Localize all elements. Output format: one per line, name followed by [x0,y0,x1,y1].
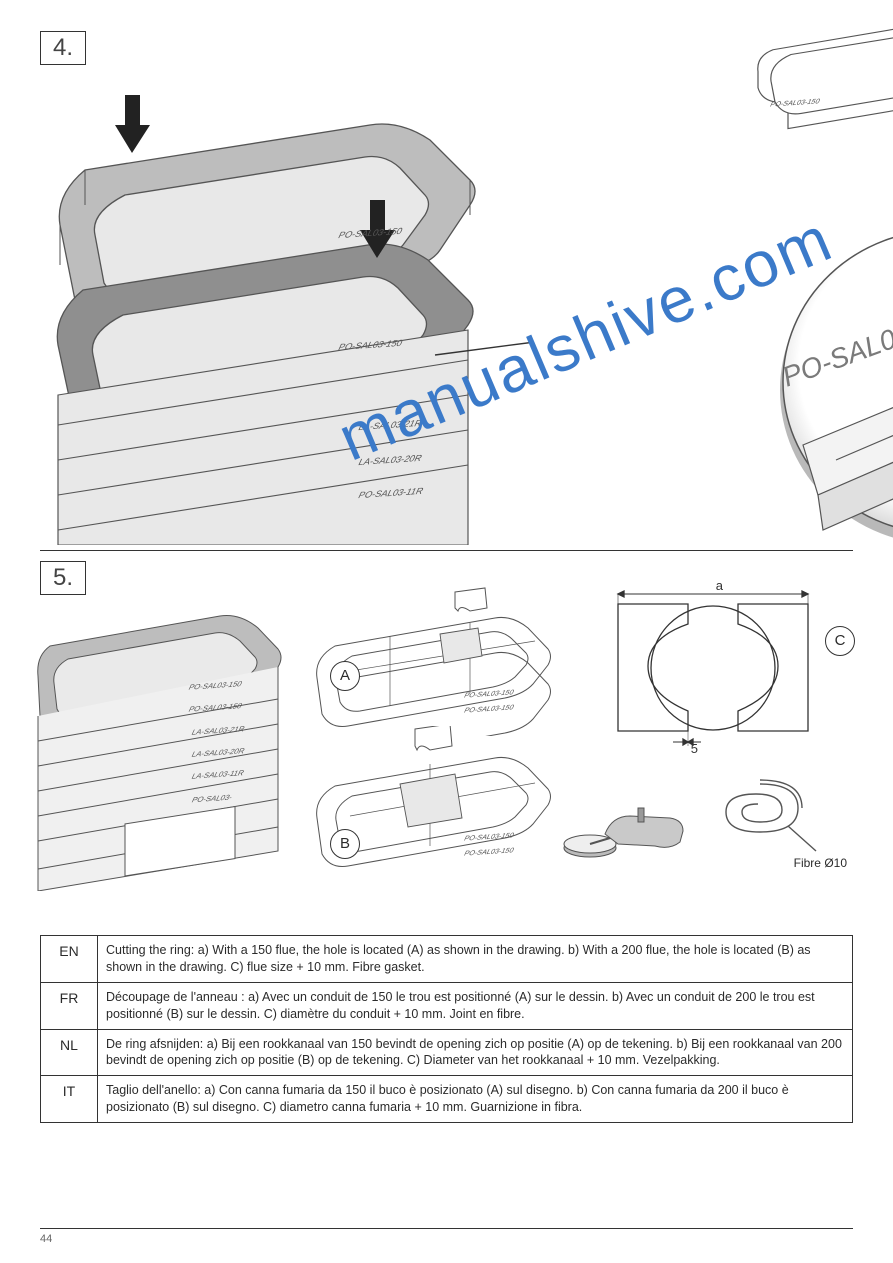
step5-stack [30,591,290,891]
table-row: IT Taglio dell'anello: a) Con canna fuma… [41,1076,853,1123]
lang-cell: NL [41,1029,98,1076]
table-row: FR Découpage de l'anneau : a) Avec un co… [41,982,853,1029]
lang-code: FR [60,990,79,1006]
step5-dimension-drawing [593,586,833,746]
fibre-label: Fibre Ø10 [794,856,847,870]
circle-b: B [330,829,360,859]
circle-a: A [330,661,360,691]
circle-c: C [825,626,855,656]
instruction-table: EN Cutting the ring: a) With a 150 flue,… [40,935,853,1123]
page-footer: 44 [40,1228,853,1245]
text-cell: Cutting the ring: a) With a 150 flue, th… [98,936,853,983]
angle-grinder-icon [560,776,690,876]
lang-cell: IT [41,1076,98,1123]
footer-page-number: 44 [40,1233,52,1245]
lang-code: NL [60,1037,78,1053]
lang-cell: EN [41,936,98,983]
dim-top-label: a [716,578,723,593]
step4-main-illustration [30,65,530,545]
dim-bottom-label: 5 [691,741,698,756]
step-5-tag: 5. [40,561,86,595]
fibre-gasket-icon [688,766,833,861]
table-row: NL De ring afsnijden: a) Bij een rookkan… [41,1029,853,1076]
text-cell: Découpage de l'anneau : a) Avec un condu… [98,982,853,1029]
figure-step-5: 5. PO-SAL03-150 PO-SAL03-150 LA-SAL03-21… [40,551,853,891]
table-row: EN Cutting the ring: a) With a 150 flue,… [41,936,853,983]
lang-code: IT [63,1083,75,1099]
text-cell: Taglio dell'anello: a) Con canna fumaria… [98,1076,853,1123]
lang-code: EN [59,943,78,959]
lang-cell: FR [41,982,98,1029]
page: 4. [0,0,893,1263]
step-4-tag: 4. [40,31,86,65]
step4-small-ring [743,25,893,135]
text-cell: De ring afsnijden: a) Bij een rookkanaal… [98,1029,853,1076]
figure-step-4: 4. [40,25,853,551]
